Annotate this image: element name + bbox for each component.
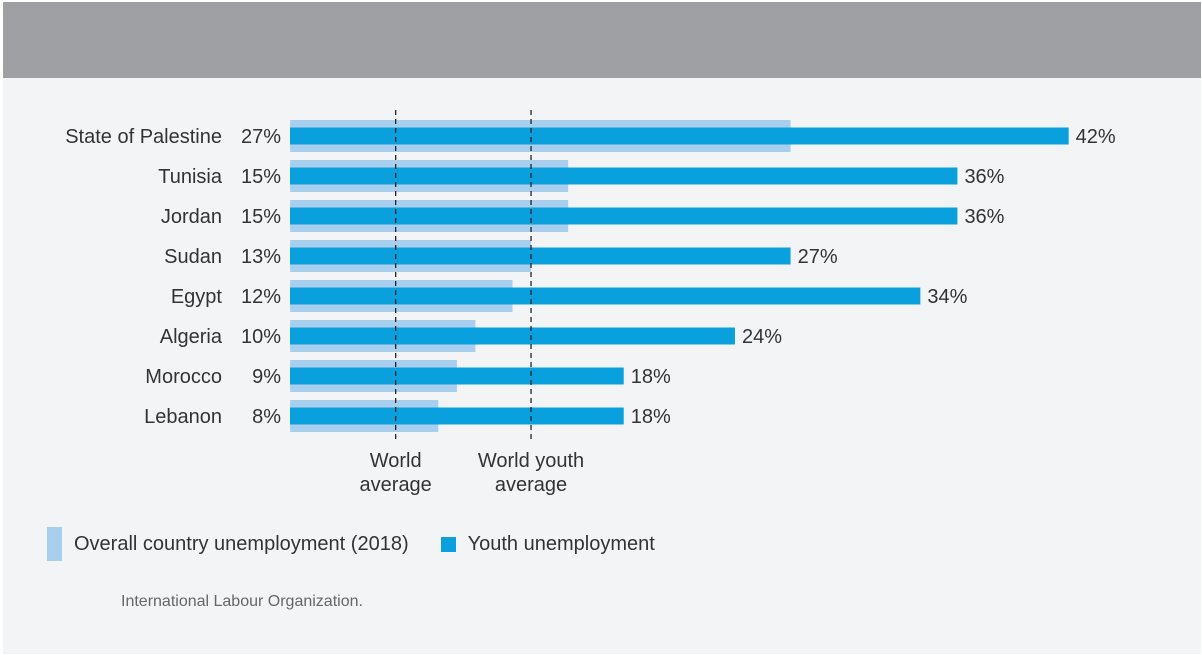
youth-value-label: 27% (798, 246, 838, 268)
legend: Overall country unemployment (2018) Yout… (47, 527, 687, 561)
chart-card (3, 2, 1201, 654)
legend-item-overall: Overall country unemployment (2018) (47, 527, 409, 561)
country-label: Sudan (164, 246, 222, 268)
country-label: Morocco (145, 366, 222, 388)
youth-bar (290, 407, 624, 425)
world-average-label: average (360, 474, 432, 496)
youth-bar (290, 287, 921, 305)
youth-value-label: 24% (742, 326, 782, 348)
youth-value-label: 42% (1076, 126, 1116, 148)
country-label: Tunisia (158, 166, 223, 188)
legend-swatch-youth (440, 536, 456, 552)
world-youth-average-label: average (495, 474, 567, 496)
country-label: Egypt (171, 286, 223, 308)
overall-value-label: 13% (241, 246, 281, 268)
country-label: Algeria (160, 326, 223, 348)
youth-bar (290, 127, 1069, 145)
overall-value-label: 10% (241, 326, 281, 348)
youth-value-label: 18% (631, 366, 671, 388)
youth-value-label: 36% (964, 166, 1004, 188)
legend-item-youth: Youth unemployment (440, 532, 655, 556)
overall-value-label: 27% (241, 126, 281, 148)
youth-bar (290, 247, 791, 265)
header-band (3, 2, 1201, 78)
youth-value-label: 34% (927, 286, 967, 308)
youth-bar (290, 167, 958, 185)
youth-value-label: 18% (631, 406, 671, 428)
overall-value-label: 9% (252, 366, 281, 388)
overall-value-label: 12% (241, 286, 281, 308)
youth-bar (290, 367, 624, 385)
country-label: State of Palestine (65, 126, 222, 148)
youth-bar (290, 207, 958, 225)
world-youth-average-label: World youth (478, 450, 584, 472)
overall-value-label: 15% (241, 206, 281, 228)
overall-value-label: 8% (252, 406, 281, 428)
youth-value-label: 36% (964, 206, 1004, 228)
world-average-label: World (370, 450, 422, 472)
country-label: Lebanon (144, 406, 222, 428)
legend-swatch-overall (47, 527, 62, 561)
source-note: International Labour Organization. (121, 593, 363, 610)
legend-label-overall: Overall country unemployment (2018) (74, 532, 409, 555)
overall-value-label: 15% (241, 166, 281, 188)
legend-label-youth: Youth unemployment (467, 532, 655, 555)
country-label: Jordan (161, 206, 222, 228)
youth-bar (290, 327, 735, 345)
